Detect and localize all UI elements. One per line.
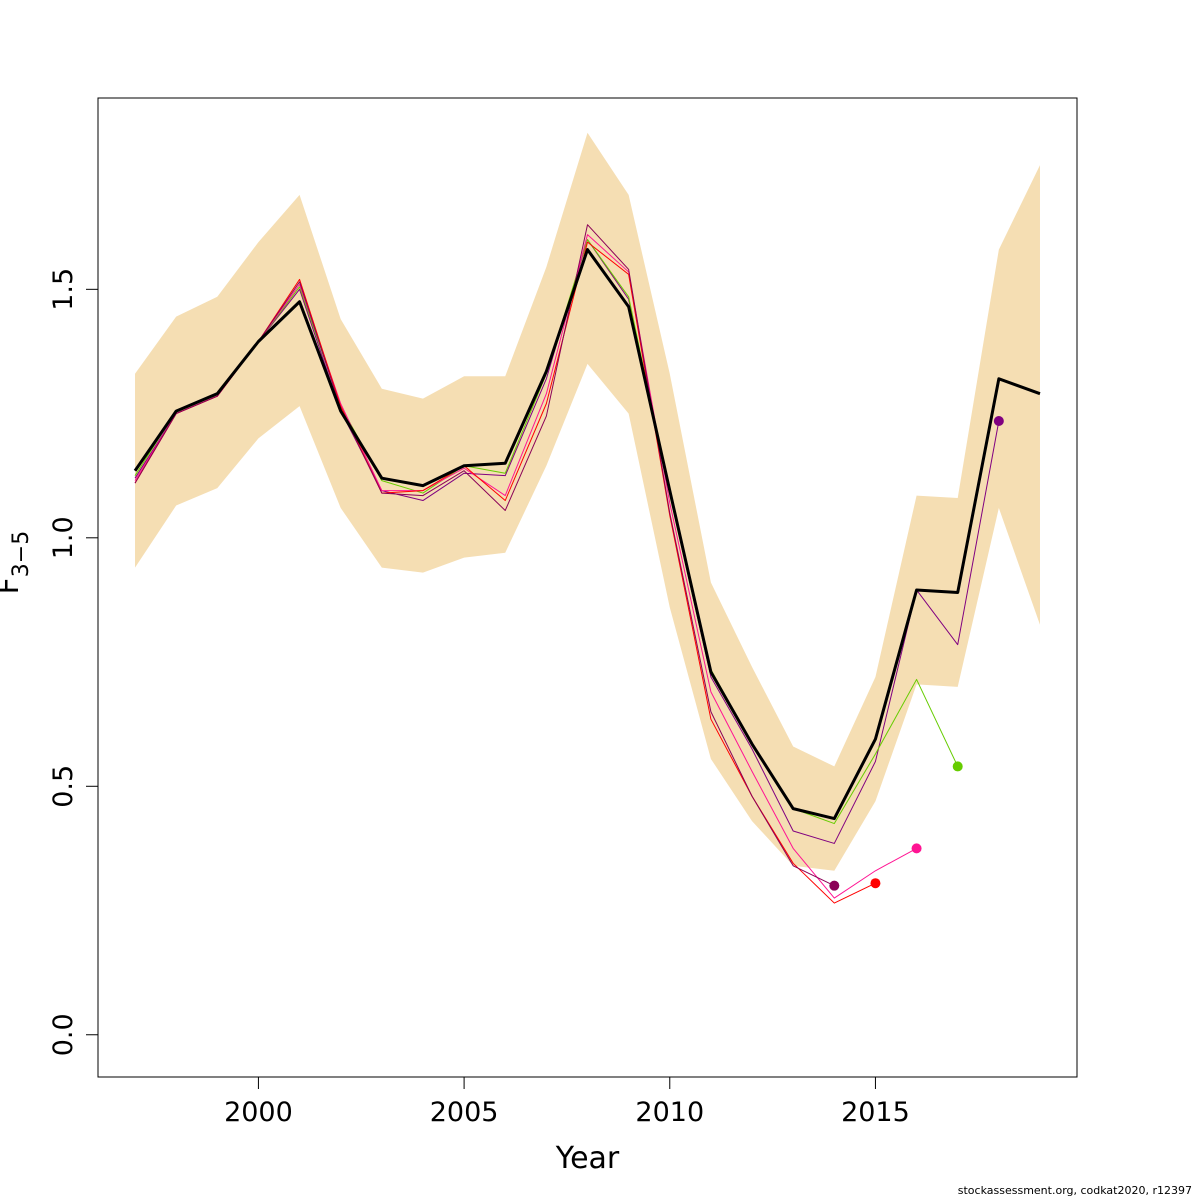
y-axis-title-subscript: 3−5 — [9, 531, 34, 577]
y-tick-label: 1.0 — [48, 516, 79, 559]
confidence-band-layer — [135, 132, 1040, 871]
y-tick-label: 0.5 — [48, 765, 79, 808]
x-tick-label: 2005 — [430, 1097, 499, 1128]
y-axis-title-base: F — [0, 577, 26, 594]
confidence-band — [135, 132, 1040, 871]
series-layer — [133, 224, 1041, 904]
series-endpoint-3 — [911, 843, 922, 854]
x-tick-label: 2000 — [224, 1097, 293, 1128]
x-tick-label: 2010 — [635, 1097, 704, 1128]
series-endpoint-4 — [870, 878, 881, 889]
x-tick-label: 2015 — [841, 1097, 910, 1128]
y-axis: 0.0 0.5 1.0 1.5 — [48, 268, 99, 1056]
y-axis-title: F3−5 — [0, 531, 34, 595]
svg-text:F3−5: F3−5 — [0, 531, 34, 595]
series-endpoint-1 — [993, 416, 1004, 427]
y-tick-label: 0.0 — [48, 1013, 79, 1056]
series-line-0 — [133, 248, 1041, 821]
series-endpoint-2 — [952, 761, 963, 772]
x-axis-title: Year — [555, 1141, 620, 1176]
credit-text: stockassessment.org, codkat2020, r12397 — [957, 1184, 1192, 1197]
series-endpoint-5 — [829, 880, 840, 891]
y-tick-label: 1.5 — [48, 268, 79, 311]
x-axis: 2000 2005 2010 2015 — [224, 1076, 910, 1128]
